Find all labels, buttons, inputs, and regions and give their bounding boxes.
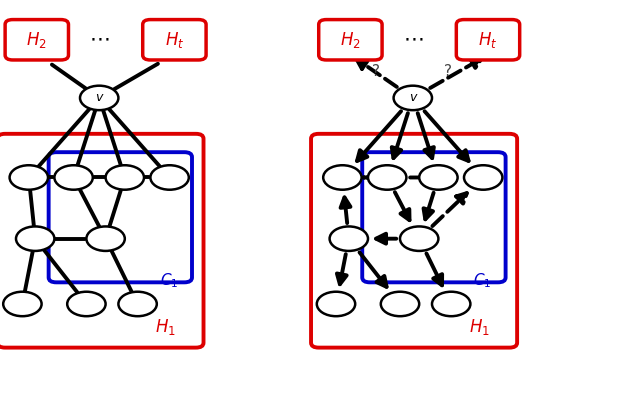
Text: $C_1$: $C_1$: [159, 271, 178, 290]
FancyBboxPatch shape: [143, 20, 206, 60]
FancyBboxPatch shape: [456, 20, 520, 60]
Text: $H_1$: $H_1$: [155, 317, 176, 337]
FancyBboxPatch shape: [49, 152, 192, 282]
Circle shape: [86, 226, 125, 251]
Circle shape: [323, 165, 362, 190]
Text: $C_1$: $C_1$: [473, 271, 492, 290]
Text: $H_1$: $H_1$: [468, 317, 490, 337]
Circle shape: [16, 226, 54, 251]
FancyBboxPatch shape: [319, 20, 382, 60]
Text: $H_t$: $H_t$: [164, 30, 184, 50]
Circle shape: [150, 165, 189, 190]
Circle shape: [54, 165, 93, 190]
Text: $\cdots$: $\cdots$: [89, 29, 109, 49]
Circle shape: [10, 165, 48, 190]
Circle shape: [3, 292, 42, 316]
Circle shape: [464, 165, 502, 190]
FancyBboxPatch shape: [0, 134, 204, 348]
FancyBboxPatch shape: [362, 152, 506, 282]
Circle shape: [381, 292, 419, 316]
Text: $H_2$: $H_2$: [26, 30, 47, 50]
Circle shape: [400, 226, 438, 251]
Text: $H_t$: $H_t$: [478, 30, 498, 50]
Circle shape: [432, 292, 470, 316]
Text: v: v: [95, 91, 103, 104]
Circle shape: [330, 226, 368, 251]
FancyBboxPatch shape: [5, 20, 68, 60]
FancyBboxPatch shape: [311, 134, 517, 348]
Circle shape: [67, 292, 106, 316]
Text: ?: ?: [444, 64, 452, 79]
Circle shape: [368, 165, 406, 190]
Circle shape: [106, 165, 144, 190]
Circle shape: [317, 292, 355, 316]
Circle shape: [394, 86, 432, 110]
Text: ?: ?: [372, 64, 380, 79]
Text: $\cdots$: $\cdots$: [403, 29, 423, 49]
Circle shape: [118, 292, 157, 316]
Circle shape: [80, 86, 118, 110]
Circle shape: [419, 165, 458, 190]
Text: $H_2$: $H_2$: [340, 30, 361, 50]
Text: v: v: [409, 91, 417, 104]
